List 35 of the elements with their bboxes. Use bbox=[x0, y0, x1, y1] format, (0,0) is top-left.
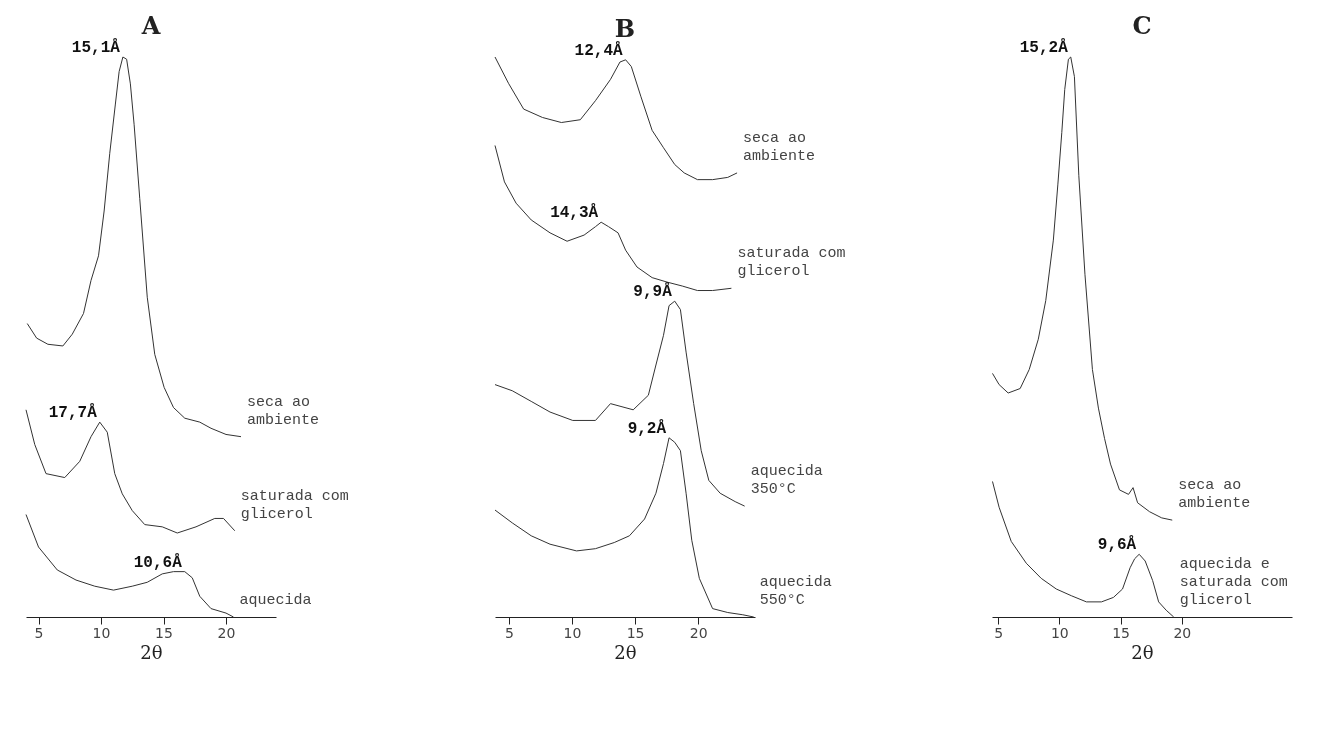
x-tick-label: 15 bbox=[1112, 624, 1130, 641]
x-tick-label: 10 bbox=[1050, 624, 1069, 641]
x-tick-label: 10 bbox=[92, 624, 111, 641]
series-label: saturada com glicerol bbox=[737, 245, 846, 281]
annotation: 9,9Å bbox=[633, 282, 673, 302]
series-label: aquecida 550°C bbox=[759, 574, 832, 609]
x-tick-label: 5 bbox=[504, 624, 514, 641]
x-tick-label: 10 bbox=[563, 624, 582, 641]
x-tick-label: 20 bbox=[1173, 624, 1192, 641]
chart-title: C bbox=[1132, 11, 1152, 40]
x-axis-title: 2θ bbox=[140, 641, 163, 663]
x-tick-label: 5 bbox=[994, 624, 1004, 641]
annotation: 9,6Å bbox=[1097, 535, 1137, 555]
series-label: aquecida bbox=[239, 592, 312, 609]
annotation: 9,2Å bbox=[627, 418, 667, 438]
x-axis-title: 2θ bbox=[1131, 641, 1154, 663]
annotation: 12,4Å bbox=[574, 40, 624, 60]
series-label: seca ao ambiente bbox=[1178, 477, 1251, 513]
chart-title: A bbox=[140, 11, 161, 40]
series-label: aquecida e saturada com glicerol bbox=[1179, 556, 1288, 609]
series-label: seca ao ambiente bbox=[247, 393, 320, 429]
annotation: 10,6Å bbox=[133, 552, 183, 572]
series-label: seca ao ambiente bbox=[743, 129, 816, 165]
annotation: 15,1Å bbox=[71, 38, 121, 57]
x-tick-label: 15 bbox=[155, 624, 173, 641]
annotation: 14,3Å bbox=[550, 203, 599, 223]
x-tick-label: 15 bbox=[626, 624, 645, 641]
x-tick-label: 20 bbox=[689, 624, 708, 641]
x-tick-label: 5 bbox=[34, 624, 44, 641]
series-label: aquecida 350°C bbox=[750, 463, 823, 499]
x-axis-title: 2θ bbox=[614, 641, 637, 663]
annotation: 15,2Å bbox=[1019, 38, 1069, 57]
series-label: saturada com glicerol bbox=[240, 487, 349, 523]
x-tick-label: 20 bbox=[217, 624, 236, 641]
annotation: 17,7Å bbox=[48, 403, 98, 423]
